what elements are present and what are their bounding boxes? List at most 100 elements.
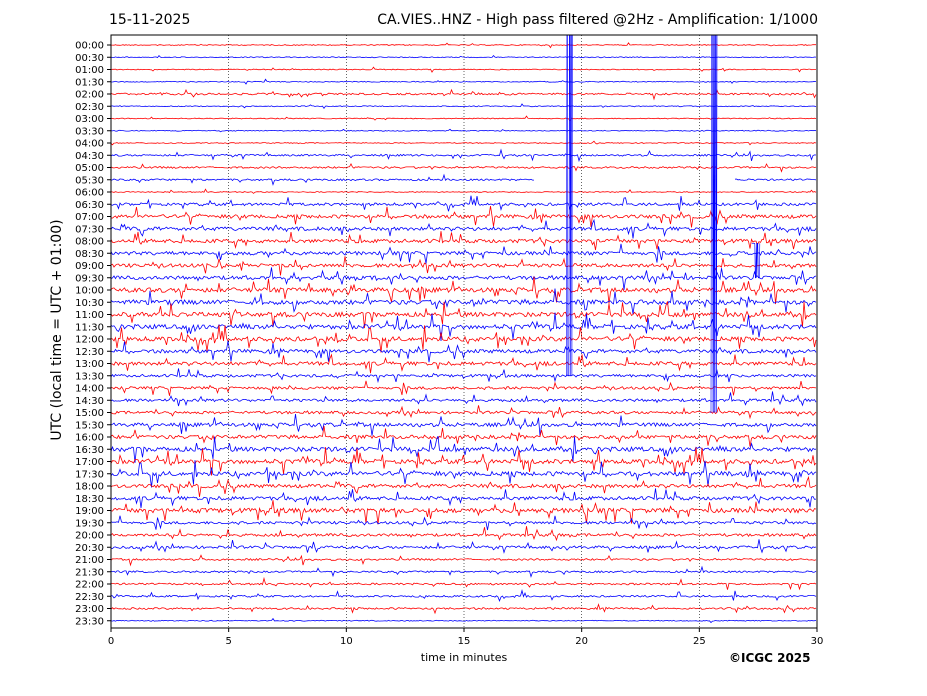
trace-row-0730 — [110, 218, 817, 239]
trace-row-2030 — [110, 539, 817, 554]
y-tick-label: 13:00 — [75, 359, 104, 370]
y-tick-label: 05:30 — [75, 175, 104, 186]
y-tick-label: 01:00 — [75, 65, 104, 76]
trace-row-0030 — [110, 54, 817, 59]
trace-row-1130 — [110, 312, 817, 341]
trace-row-0200 — [110, 88, 817, 101]
y-tick-label: 23:00 — [75, 604, 104, 615]
y-tick-label: 04:30 — [75, 151, 104, 162]
x-tick-label: 10 — [340, 636, 353, 647]
trace-row-2130 — [110, 565, 817, 578]
trace-row-0630 — [110, 195, 817, 212]
trace-row-2200 — [110, 576, 817, 591]
chart-date: 15-11-2025 — [109, 12, 191, 28]
y-tick-label: 00:00 — [75, 41, 104, 52]
y-tick-label: 14:30 — [75, 396, 104, 407]
trace-row-1530 — [110, 414, 817, 437]
trace-row-0100 — [110, 66, 816, 73]
y-tick-label: 00:30 — [75, 53, 104, 64]
y-tick-label: 21:00 — [75, 555, 104, 566]
y-tick-label: 19:30 — [75, 518, 104, 529]
trace-row-2100 — [110, 554, 817, 567]
trace-row-1930 — [110, 515, 817, 531]
trace-row-0830 — [110, 243, 817, 264]
y-tick-label: 06:00 — [75, 188, 104, 199]
large-event — [709, 34, 718, 413]
trace-row-2000 — [110, 526, 817, 542]
y-tick-label: 18:00 — [75, 482, 104, 493]
trace-row-1830 — [110, 488, 817, 508]
y-tick-label: 09:30 — [75, 273, 104, 284]
trace-row-0230 — [110, 103, 817, 110]
trace-row-0130 — [111, 78, 817, 85]
y-tick-label: 16:00 — [75, 433, 104, 444]
y-tick-label: 22:30 — [75, 592, 104, 603]
trace-row-1630 — [110, 435, 817, 463]
y-tick-label: 03:30 — [75, 126, 104, 137]
trace-row-1430 — [110, 391, 817, 407]
y-tick-label: 18:30 — [75, 494, 104, 505]
trace-row-0600 — [110, 188, 817, 194]
seismic-events — [565, 34, 761, 413]
y-tick-label: 07:30 — [75, 224, 104, 235]
y-tick-label: 11:00 — [75, 310, 104, 321]
y-tick-label: 11:30 — [75, 322, 104, 333]
y-tick-label: 01:30 — [75, 77, 104, 88]
y-tick-label: 15:30 — [75, 420, 104, 431]
chart-title: CA.VIES..HNZ - High pass filtered @2Hz -… — [377, 12, 818, 28]
trace-row-0000 — [111, 42, 816, 49]
trace-row-1900 — [110, 500, 817, 525]
y-tick-label: 15:00 — [75, 408, 104, 419]
trace-row-1100 — [110, 301, 817, 329]
y-tick-label: 20:30 — [75, 543, 104, 554]
y-tick-label: 12:30 — [75, 347, 104, 358]
y-tick-label: 02:30 — [75, 102, 104, 113]
x-tick-label: 20 — [575, 636, 588, 647]
x-axis-ticks: 0 5 10 15 20 25 30 — [108, 628, 824, 647]
trace-row-0330 — [110, 128, 817, 133]
y-tick-label: 06:30 — [75, 200, 104, 211]
y-tick-label: 17:00 — [75, 457, 104, 468]
trace-row-1730 — [110, 460, 817, 488]
y-tick-label: 08:00 — [75, 237, 104, 248]
y-tick-label: 07:00 — [75, 212, 104, 223]
y-tick-label: 05:00 — [75, 163, 104, 174]
x-axis-label: time in minutes — [420, 651, 508, 664]
trace-row-2300 — [110, 603, 817, 615]
trace-row-1800 — [110, 475, 817, 498]
x-tick-label: 15 — [458, 636, 471, 647]
trace-row-0700 — [110, 206, 817, 228]
minute-gridlines — [228, 35, 700, 628]
x-tick-label: 0 — [108, 636, 114, 647]
plot-frame — [110, 34, 818, 629]
trace-row-1700 — [110, 447, 817, 476]
trace-row-1330 — [110, 368, 817, 384]
x-tick-label: 5 — [225, 636, 231, 647]
y-tick-label: 10:30 — [75, 298, 104, 309]
trace-row-2330 — [110, 617, 817, 624]
trace-row-2230 — [110, 589, 817, 603]
trace-row-1300 — [110, 353, 817, 374]
large-event — [751, 243, 761, 279]
trace-row-0930 — [110, 267, 817, 290]
y-tick-label: 20:00 — [75, 531, 104, 542]
trace-row-1400 — [110, 380, 817, 396]
y-tick-label: 22:00 — [75, 580, 104, 591]
copyright-notice: ©ICGC 2025 — [729, 651, 811, 665]
trace-row-0300 — [110, 115, 817, 122]
y-tick-label: 17:30 — [75, 469, 104, 480]
y-tick-label: 12:00 — [75, 335, 104, 346]
trace-row-0800 — [110, 231, 817, 251]
y-tick-label: 08:30 — [75, 249, 104, 260]
y-tick-label: 10:00 — [75, 286, 104, 297]
trace-row-0400 — [110, 140, 817, 146]
y-tick-label: 19:00 — [75, 506, 104, 517]
trace-row-0900 — [110, 256, 817, 276]
seismogram-traces — [110, 42, 817, 624]
trace-row-1600 — [110, 425, 817, 447]
trace-row-0530 — [110, 173, 817, 186]
x-tick-label: 30 — [811, 636, 824, 647]
y-tick-label: 13:30 — [75, 371, 104, 382]
y-tick-label: 14:00 — [75, 384, 104, 395]
